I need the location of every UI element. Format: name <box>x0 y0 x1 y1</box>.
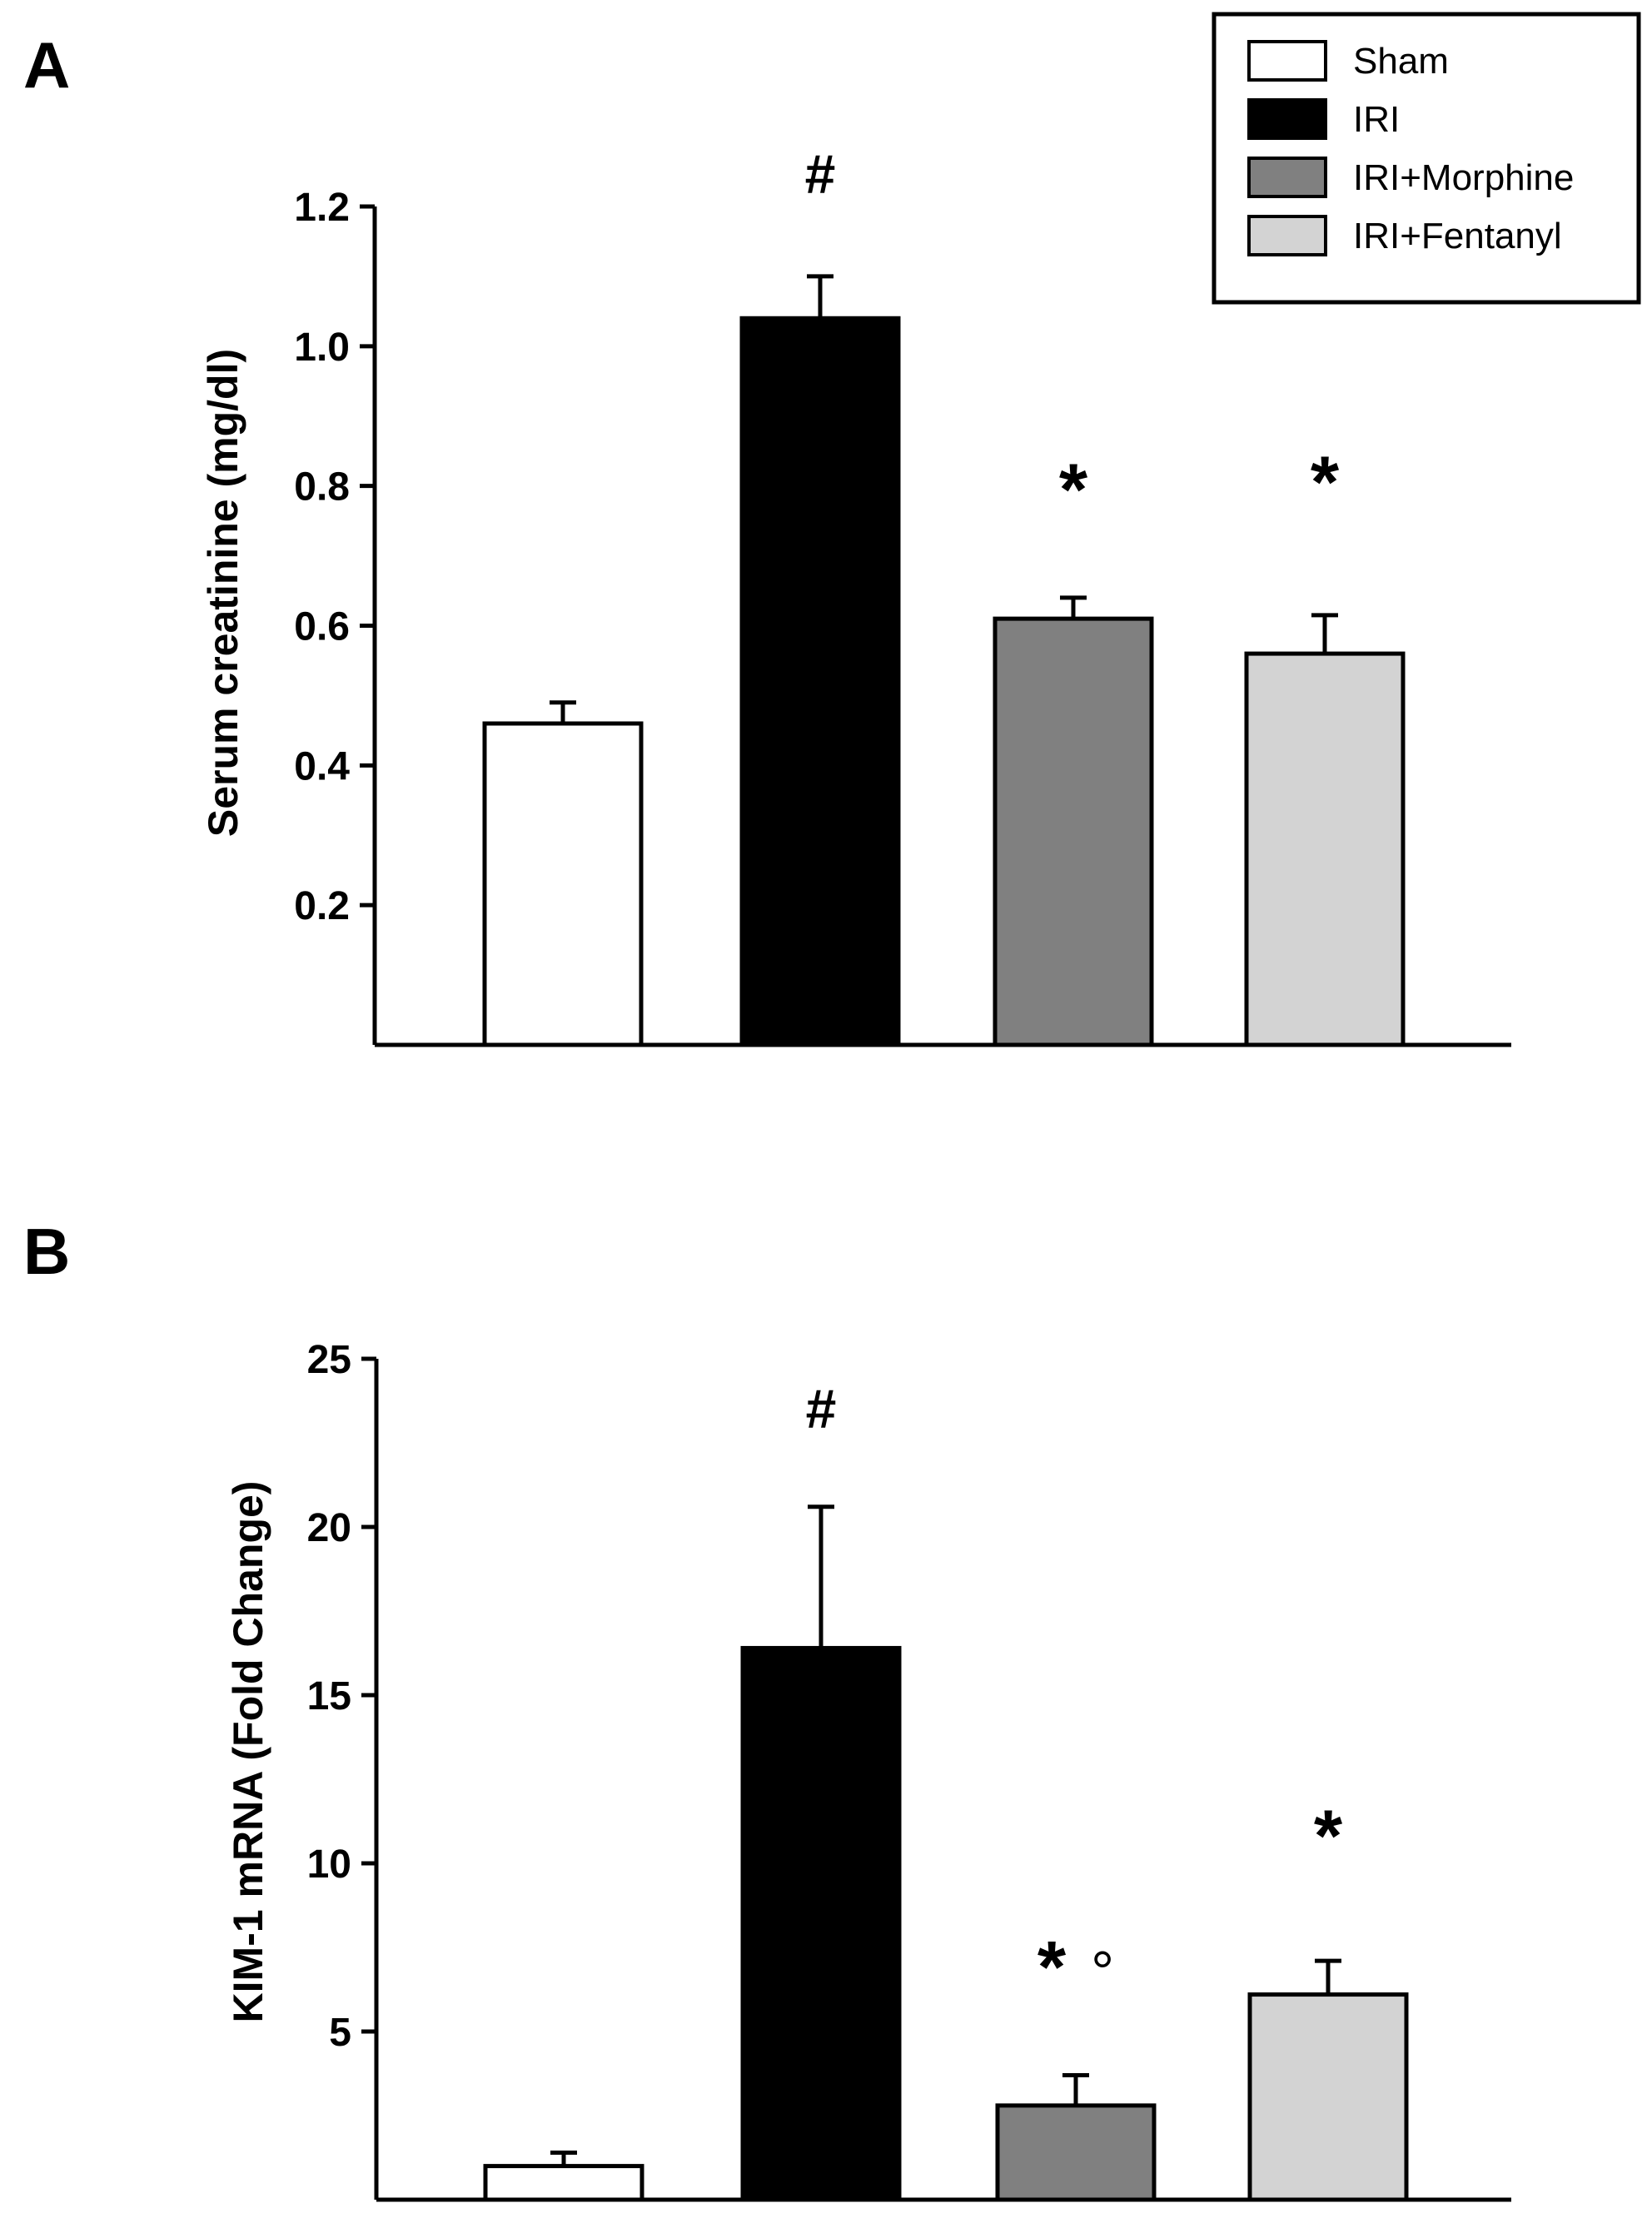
panel-b-y-tick-label: 15 <box>307 1674 351 1718</box>
panel-a-y-tick-label: 1.0 <box>294 326 350 370</box>
legend-label-sham: Sham <box>1353 41 1449 82</box>
panel-b-y-tick-label: 5 <box>329 2011 351 2055</box>
panel-b-annotation-iri: # <box>806 1378 837 1440</box>
panel-a-y-tick-label: 0.8 <box>294 465 350 510</box>
legend-entry-iri-morphine: IRI+Morphine <box>1247 157 1574 198</box>
panel-b-bars <box>483 1504 1409 2202</box>
legend-label-iri: IRI <box>1353 99 1400 140</box>
panel-b-bar-iri-morphine <box>995 2103 1157 2202</box>
panel-a-annotation-iri-fentanyl: * <box>1311 440 1340 523</box>
panel-a-y-axis-title: Serum creatinine (mg/dl) <box>200 349 246 837</box>
panel-b-annotations: # * ° * <box>806 1378 1343 2008</box>
panel-b-letter: B <box>23 1215 70 1288</box>
panel-a-annotations: # * * <box>805 143 1340 530</box>
panel-a-y-tick-label: 0.2 <box>294 884 350 928</box>
panel-a-y-tick-label: 1.2 <box>294 186 350 230</box>
panel-a-bars <box>482 274 1406 1047</box>
legend: Sham IRI IRI+Morphine IRI+Fentanyl <box>1212 12 1641 305</box>
panel-b-annotation-iri-morphine: * ° <box>1037 1926 1114 2008</box>
panel-a-y-tick-label: 0.4 <box>294 744 350 788</box>
legend-label-iri-fentanyl: IRI+Fentanyl <box>1353 216 1562 256</box>
panel-a-annotation-iri-morphine: * <box>1059 448 1088 530</box>
panel-b-bar-iri <box>740 1645 902 2202</box>
legend-swatch-iri <box>1247 98 1327 140</box>
panel-a-bar-sham <box>482 721 644 1047</box>
legend-entry-iri-fentanyl: IRI+Fentanyl <box>1247 215 1562 256</box>
panel-a-bar-iri-fentanyl <box>1244 651 1406 1047</box>
panel-a-annotation-iri: # <box>805 143 836 205</box>
panel-b-bar-sham <box>483 2164 644 2202</box>
panel-a-y-tick-label: 0.6 <box>294 605 350 649</box>
panel-b-y-tick-label: 20 <box>307 1506 351 1550</box>
legend-swatch-iri-morphine <box>1247 157 1327 198</box>
panel-b-annotation-iri-fentanyl: * <box>1314 1794 1343 1877</box>
panel-b-y-axis-title: KIM-1 mRNA (Fold Change) <box>225 1481 271 2023</box>
panel-b-bar-iri-fentanyl <box>1247 1992 1409 2202</box>
panel-b-chart: B KIM-1 mRNA (Fold Change) 5 10 15 20 25 # * °… <box>23 1215 1511 2202</box>
panel-b-y-tick-label: 10 <box>307 1843 351 1887</box>
legend-label-iri-morphine: IRI+Morphine <box>1353 157 1574 198</box>
legend-entry-iri: IRI <box>1247 98 1400 140</box>
legend-entry-sham: Sham <box>1247 40 1449 82</box>
panel-b-y-ticks: 5 10 15 20 25 <box>307 1338 376 2055</box>
panel-a-bar-iri-morphine <box>993 616 1154 1047</box>
panel-a-y-ticks: 0.2 0.4 0.6 0.8 1.0 1.2 <box>294 186 375 928</box>
panel-b-y-tick-label: 25 <box>307 1338 351 1382</box>
panel-a-bar-iri <box>739 316 901 1047</box>
panel-a-letter: A <box>23 28 70 102</box>
legend-swatch-iri-fentanyl <box>1247 215 1327 256</box>
legend-swatch-sham <box>1247 40 1327 82</box>
panel-a-chart: A Serum creatinine (mg/dl) 0.2 0.4 0.6 0.8 1… <box>23 28 1511 1047</box>
